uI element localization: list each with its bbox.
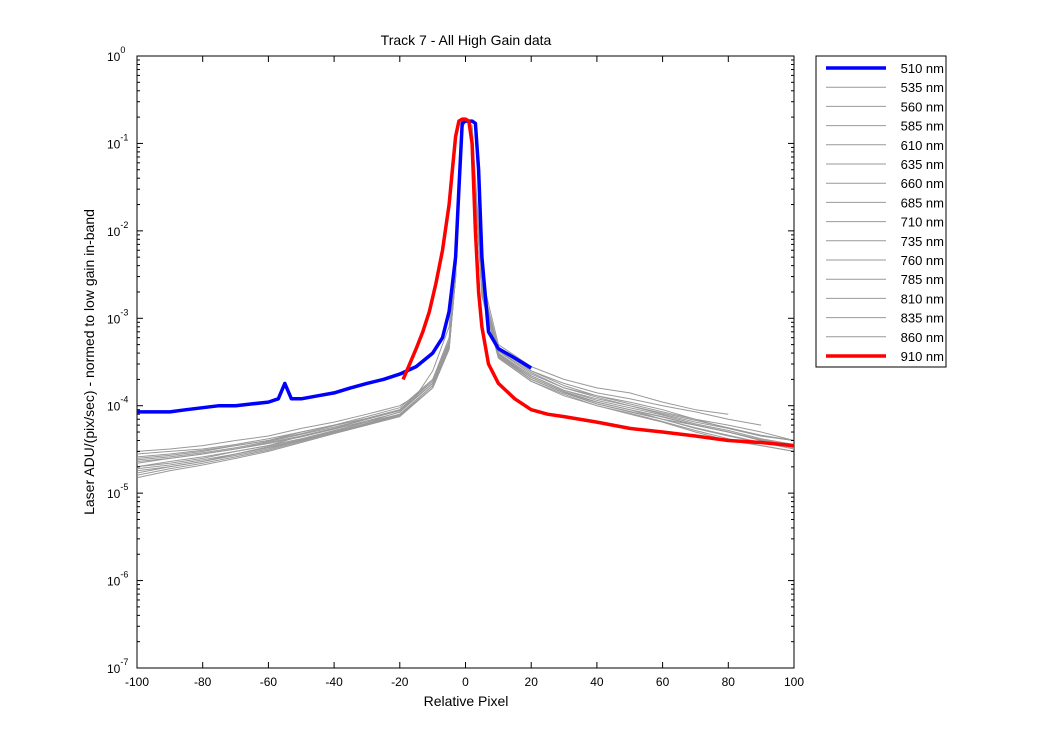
y-tick-label: 10-6 [107, 570, 128, 589]
x-tick-label: -20 [391, 675, 409, 689]
y-axis-label: Laser ADU/(pix/sec) - normed to low gain… [81, 209, 97, 515]
x-axis-label: Relative Pixel [424, 693, 509, 709]
y-tick-label: 10-1 [107, 132, 128, 151]
legend-label: 835 nm [901, 311, 944, 326]
y-tick-label: 10-2 [107, 220, 128, 239]
y-tick-label: 100 [107, 45, 125, 64]
legend-label: 785 nm [901, 272, 944, 287]
plot-area [136, 55, 795, 669]
legend-label: 685 nm [901, 195, 944, 210]
legend-label: 810 nm [901, 291, 944, 306]
series-group [136, 117, 795, 479]
x-tick-label: -80 [194, 675, 212, 689]
y-tick-label: 10-4 [107, 395, 128, 414]
legend-box [815, 55, 947, 368]
x-tick-label: -40 [325, 675, 343, 689]
legend-label: 535 nm [901, 80, 944, 95]
x-tick-label: -100 [125, 675, 149, 689]
legend-label: 760 nm [901, 253, 944, 268]
axis-ticks: -100 -80 -60 -40 -20 0 20 40 60 80 100 10-7 10-6 10-5… [107, 45, 804, 689]
x-tick-label: -60 [260, 675, 278, 689]
x-tick-label: 20 [525, 675, 539, 689]
legend-label: 910 nm [901, 349, 944, 364]
series-line-510-nm [137, 119, 533, 414]
x-tick-label: 0 [462, 675, 469, 689]
x-tick-label: 60 [656, 675, 670, 689]
legend-label: 510 nm [901, 61, 944, 76]
x-tick-label: 40 [590, 675, 604, 689]
series-line-910-nm [401, 117, 795, 448]
legend: 510 nm 535 nm 560 nm 585 nm 610 nm 635 nm 660 … [815, 55, 947, 368]
chart-title: Track 7 - All High Gain data [381, 32, 552, 48]
y-tick-label: 10-5 [107, 482, 128, 501]
legend-label: 860 nm [901, 330, 944, 345]
legend-label: 560 nm [901, 99, 944, 114]
y-tick-label: 10-3 [107, 307, 128, 326]
legend-label: 610 nm [901, 138, 944, 153]
y-tick-label: 10-7 [107, 657, 128, 676]
legend-label: 660 nm [901, 176, 944, 191]
legend-label: 735 nm [901, 234, 944, 249]
legend-label: 635 nm [901, 157, 944, 172]
legend-label: 585 nm [901, 119, 944, 134]
legend-label: 710 nm [901, 215, 944, 230]
x-tick-label: 80 [722, 675, 736, 689]
x-tick-label: 100 [784, 675, 804, 689]
